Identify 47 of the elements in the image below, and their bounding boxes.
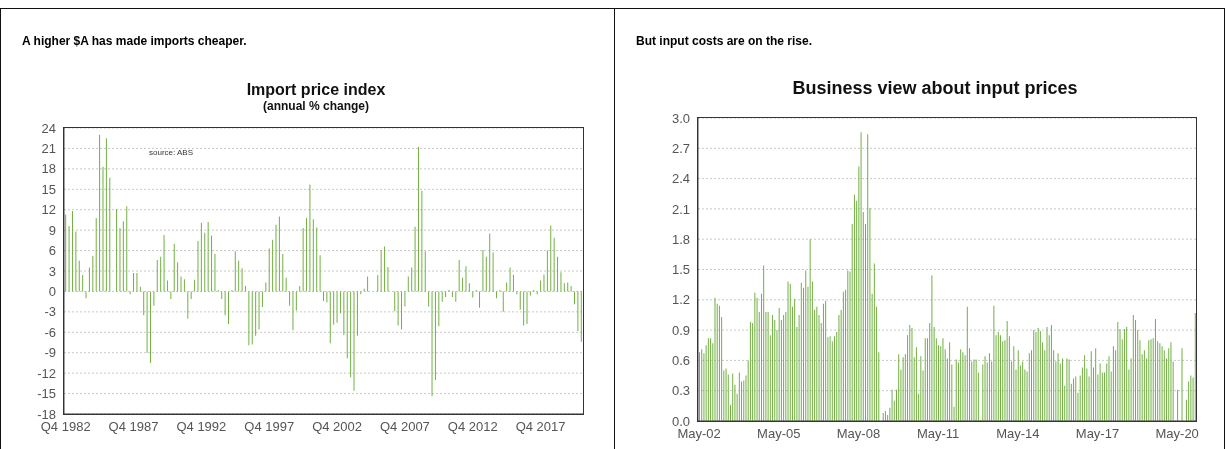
y-tick-label: 18 bbox=[41, 161, 56, 177]
chart-title: A higher $A has made imports cheaper. bbox=[22, 34, 247, 48]
y-tick-label: 1.5 bbox=[671, 262, 690, 278]
y-tick-label: -12 bbox=[37, 365, 56, 381]
x-tick-label: May-17 bbox=[1075, 426, 1120, 442]
y-tick-label: -18 bbox=[37, 406, 56, 422]
y-tick-label: 1.8 bbox=[671, 231, 690, 247]
x-tick-label: Q4 1987 bbox=[108, 419, 159, 435]
x-tick-label: May-02 bbox=[677, 426, 721, 442]
x-tick-label: Q4 1992 bbox=[176, 419, 227, 435]
x-tick-label: Q4 1982 bbox=[40, 419, 91, 435]
y-tick-label: -3 bbox=[44, 304, 56, 320]
x-tick-label: May-05 bbox=[757, 426, 801, 442]
x-tick-label: Q4 2012 bbox=[447, 419, 498, 435]
x-tick-label: Q4 2002 bbox=[312, 419, 363, 435]
text: (annual % change) bbox=[262, 99, 370, 113]
x-tick-label: Q4 2017 bbox=[515, 419, 566, 435]
y-tick-label: 1.2 bbox=[671, 292, 690, 308]
y-tick-label: -9 bbox=[44, 345, 56, 361]
y-tick-label: 0.0 bbox=[671, 413, 690, 429]
chart-subtitle: Business view about input prices bbox=[791, 78, 1079, 99]
y-tick-label: 24 bbox=[41, 120, 56, 136]
y-tick-label: 6 bbox=[48, 243, 56, 259]
y-tick-label: 3.0 bbox=[671, 110, 690, 126]
y-tick-label: 2.4 bbox=[671, 171, 690, 187]
x-tick-label: May-08 bbox=[836, 426, 881, 442]
x-tick-label: May-20 bbox=[1155, 426, 1199, 442]
y-tick-label: -6 bbox=[44, 324, 56, 340]
y-tick-label: 9 bbox=[48, 222, 56, 238]
chart-subtitle: Import price index bbox=[245, 81, 387, 99]
y-tick-label: 0.6 bbox=[671, 353, 690, 369]
y-tick-label: 0.9 bbox=[671, 322, 690, 338]
y-tick-label: 2.7 bbox=[671, 140, 690, 156]
y-tick-label: 15 bbox=[41, 181, 56, 197]
x-tick-label: May-11 bbox=[916, 426, 960, 442]
y-tick-label: 0.3 bbox=[671, 383, 690, 399]
x-tick-label: Q4 2007 bbox=[379, 419, 430, 435]
y-tick-label: 2.1 bbox=[671, 201, 690, 217]
y-tick-label: 3 bbox=[48, 263, 56, 279]
y-tick-label: 21 bbox=[41, 141, 56, 157]
annotation: source: ABS bbox=[149, 148, 194, 157]
y-tick-label: 0 bbox=[48, 284, 56, 300]
y-tick-label: 12 bbox=[41, 202, 56, 218]
x-tick-label: May-14 bbox=[996, 426, 1040, 442]
y-tick-label: -15 bbox=[37, 386, 56, 402]
chart-title: But input costs are on the rise. bbox=[636, 34, 813, 48]
x-tick-label: Q4 1997 bbox=[244, 419, 295, 435]
